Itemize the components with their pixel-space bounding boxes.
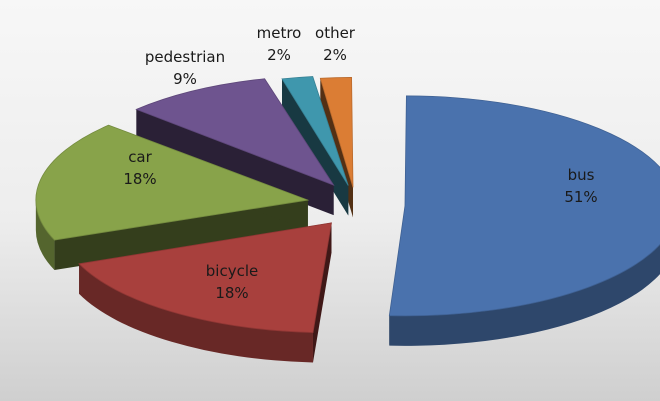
pie-slices xyxy=(35,76,660,363)
slice-value-bus: 51% xyxy=(564,188,597,206)
slice-label-other: other xyxy=(315,24,356,42)
slice-label-metro: metro xyxy=(257,24,302,42)
pie-slice-top-metro xyxy=(281,76,349,186)
slice-value-bicycle: 18% xyxy=(215,284,248,302)
slice-value-pedestrian: 9% xyxy=(173,70,197,88)
pie-slice-rim-bicycle-0 xyxy=(79,263,313,363)
pie-slice-rim-car-0 xyxy=(35,200,55,271)
slice-value-metro: 2% xyxy=(267,46,291,64)
pie-slice-top-bus xyxy=(388,95,660,317)
pie-slice-rim-bus-0 xyxy=(389,244,660,346)
pie-slice-top-bicycle xyxy=(78,222,332,333)
pie-slice-bus xyxy=(388,95,660,346)
slice-label-pedestrian: pedestrian xyxy=(145,48,225,66)
slice-label-car: car xyxy=(128,148,152,166)
pie-slice-side-car-0 xyxy=(54,200,308,271)
slice-value-other: 2% xyxy=(323,46,347,64)
slice-label-bus: bus xyxy=(568,166,595,184)
pie-slice-bicycle xyxy=(78,222,332,363)
pie-slice-top-pedestrian xyxy=(135,78,335,186)
pie-slice-car xyxy=(35,124,310,271)
pie-slice-top-car xyxy=(35,124,310,241)
slice-label-bicycle: bicycle xyxy=(206,262,258,280)
pie-slice-side-pedestrian-0 xyxy=(136,109,334,216)
pie-labels: bus 51% bicycle 18% car 18% pedestrian 9% metro 2… xyxy=(123,24,597,302)
slice-value-car: 18% xyxy=(123,170,156,188)
pie-slice-top-other xyxy=(319,77,354,188)
pie-slice-metro xyxy=(281,76,349,216)
pie-slice-pedestrian xyxy=(135,78,335,216)
pie-slice-side-metro-0 xyxy=(281,78,349,216)
pie-slice-side-bicycle-0 xyxy=(312,222,332,363)
